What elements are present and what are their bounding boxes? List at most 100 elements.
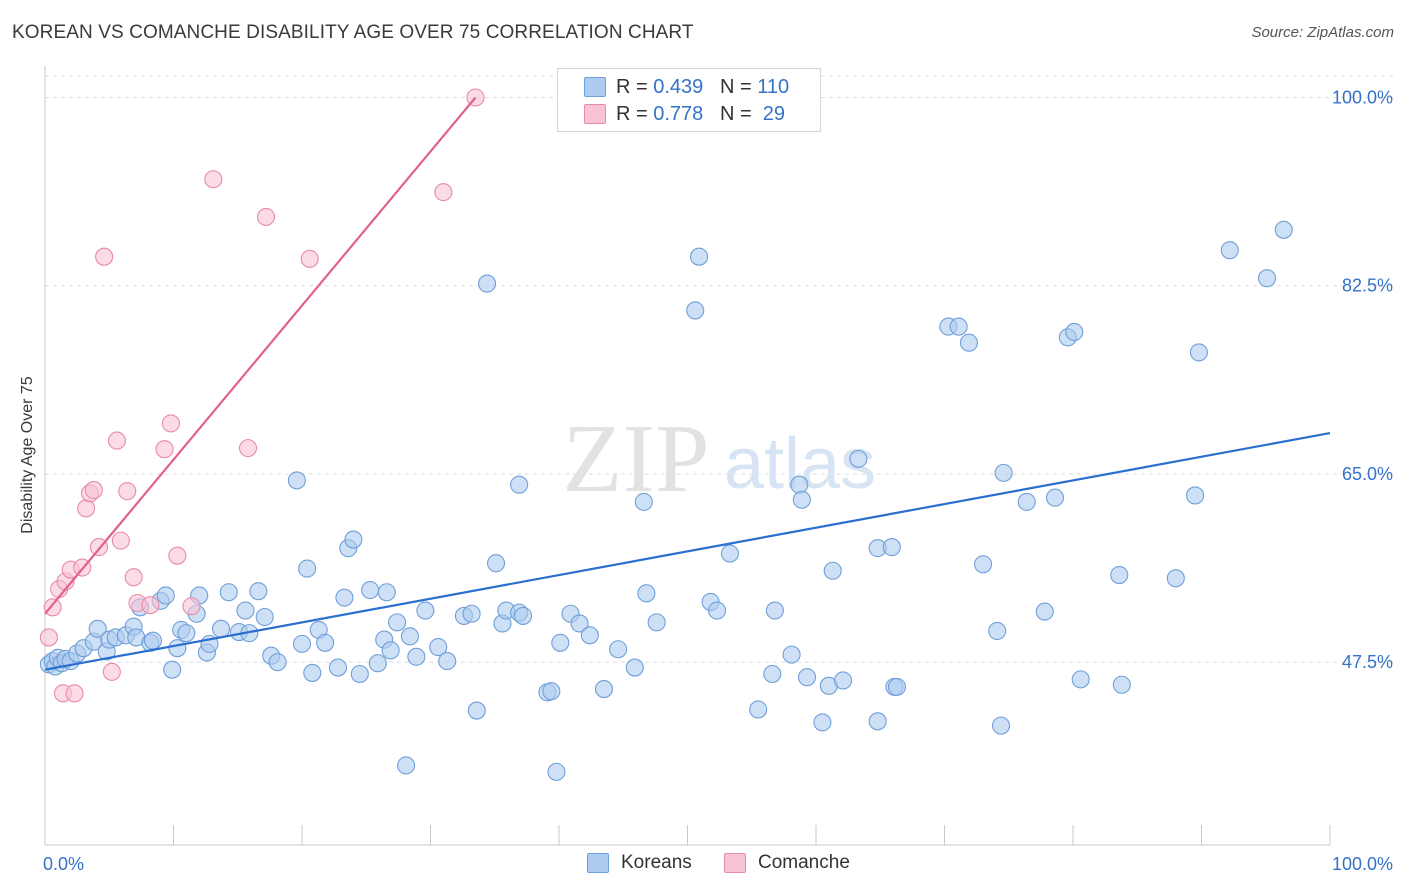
- koreans-label: Koreans: [621, 852, 692, 873]
- data-point: [77, 499, 96, 518]
- data-point: [551, 633, 570, 652]
- data-point: [1035, 602, 1054, 621]
- data-point: [429, 638, 448, 657]
- data-point: [833, 671, 853, 690]
- data-point: [303, 663, 322, 682]
- data-point: [973, 555, 993, 574]
- data-point: [690, 247, 709, 266]
- data-point: [1166, 569, 1185, 588]
- watermark: ZIP atlas: [563, 405, 877, 513]
- legend-swatch-comanche: [584, 104, 606, 124]
- data-point: [434, 183, 453, 202]
- x-tick-label: 0.0%: [43, 854, 84, 874]
- data-point: [637, 584, 656, 603]
- data-point: [377, 583, 396, 602]
- legend-item-comanche[interactable]: Comanche: [724, 852, 850, 874]
- data-point: [155, 440, 174, 459]
- data-point: [65, 684, 84, 703]
- legend-item-koreans[interactable]: Koreans: [587, 852, 692, 874]
- koreans-swatch: [587, 853, 609, 873]
- data-point: [513, 606, 533, 625]
- data-point: [43, 598, 62, 617]
- data-point: [477, 274, 497, 293]
- data-point: [287, 471, 306, 490]
- comanche-label: Comanche: [758, 852, 850, 873]
- x-tick-label: 100.0%: [1332, 854, 1393, 874]
- data-point: [39, 628, 58, 647]
- data-point: [763, 664, 782, 684]
- data-point: [1110, 565, 1129, 585]
- data-point: [238, 439, 258, 458]
- data-point: [749, 700, 768, 719]
- data-point: [361, 581, 380, 600]
- legend-n-value: 29: [757, 102, 786, 125]
- data-point: [991, 716, 1011, 735]
- data-point: [1257, 269, 1277, 288]
- data-point: [462, 604, 481, 623]
- y-tick-label: 82.5%: [1342, 276, 1393, 296]
- data-point: [368, 654, 387, 673]
- data-point: [219, 583, 238, 602]
- comanche-swatch: [724, 853, 746, 873]
- y-tick-label: 100.0%: [1332, 88, 1393, 108]
- data-point: [111, 531, 130, 550]
- data-point: [211, 619, 231, 638]
- data-point: [316, 633, 335, 652]
- data-point: [686, 301, 705, 320]
- data-point: [849, 449, 868, 468]
- data-point: [823, 561, 842, 580]
- data-point: [797, 668, 817, 687]
- data-point: [1065, 322, 1084, 342]
- data-point: [143, 631, 162, 650]
- data-point: [350, 664, 369, 684]
- y-tick-label: 47.5%: [1342, 652, 1393, 672]
- data-point: [161, 414, 180, 433]
- data-point: [988, 621, 1007, 641]
- legend-swatch-koreans: [584, 77, 606, 97]
- data-point: [765, 601, 784, 620]
- data-point: [177, 624, 196, 643]
- data-point: [634, 492, 653, 511]
- data-point: [88, 619, 107, 638]
- data-point: [256, 207, 276, 226]
- axes: [44, 66, 1331, 846]
- data-point: [1045, 488, 1065, 507]
- data-point: [708, 601, 727, 620]
- data-point: [236, 601, 255, 620]
- data-point: [300, 249, 319, 268]
- data-point: [204, 170, 223, 189]
- data-point: [163, 660, 182, 679]
- data-point: [407, 647, 426, 666]
- legend-r-label: R =: [616, 75, 654, 98]
- legend-r-label: R =: [616, 102, 654, 125]
- data-point: [381, 641, 400, 660]
- data-point: [438, 652, 457, 671]
- data-point: [547, 762, 566, 781]
- data-point: [298, 559, 317, 578]
- data-point: [625, 658, 644, 677]
- data-point: [344, 530, 363, 549]
- data-point: [249, 582, 268, 601]
- data-point: [335, 588, 354, 607]
- data-point: [268, 653, 287, 672]
- data-point: [400, 627, 419, 646]
- chart-title: KOREAN VS COMANCHE DISABILITY AGE OVER 7…: [12, 22, 694, 43]
- data-point: [397, 756, 416, 775]
- gridlines: [45, 75, 1395, 663]
- data-point: [882, 538, 901, 557]
- data-point: [388, 613, 407, 632]
- data-point: [792, 490, 811, 509]
- data-point: [118, 482, 137, 501]
- data-point: [107, 431, 127, 450]
- series-legend: Koreans Comanche: [0, 852, 1406, 876]
- data-point: [570, 614, 589, 633]
- data-point: [255, 607, 274, 627]
- tick-labels: 47.5% 65.0% 82.5% 100.0% 0.0% 100.0%: [43, 88, 1393, 874]
- data-point: [1189, 343, 1208, 362]
- data-point: [994, 463, 1013, 482]
- data-point: [292, 634, 312, 653]
- data-point: [542, 682, 561, 701]
- data-point: [1017, 492, 1036, 511]
- data-point: [416, 601, 435, 620]
